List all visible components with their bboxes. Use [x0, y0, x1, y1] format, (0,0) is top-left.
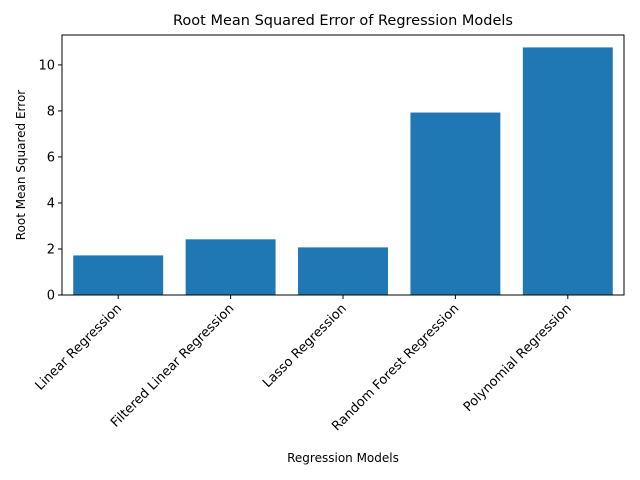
y-tick-label: 6: [47, 150, 55, 165]
x-tick-label: Linear Regression: [33, 301, 125, 393]
chart-title: Root Mean Squared Error of Regression Mo…: [173, 13, 513, 29]
bar-polynomial-regression: [522, 47, 613, 296]
x-tick-label: Random Forest Regression: [329, 301, 462, 434]
y-tick-label: 2: [47, 242, 55, 257]
bar-filtered-linear-regression: [185, 239, 276, 295]
x-axis-title: Regression Models: [287, 451, 399, 465]
y-tick-label: 4: [47, 196, 55, 211]
bar-linear-regression: [73, 255, 164, 295]
x-tick-label: Lasso Regression: [260, 301, 350, 391]
y-axis: 0 2 4 6 8 10: [38, 58, 62, 304]
bar-lasso-regression: [298, 247, 388, 295]
y-tick-label: 10: [38, 58, 55, 73]
x-tick-label: Filtered Linear Regression: [108, 301, 237, 430]
bar-random-forest-regression: [410, 112, 501, 295]
y-axis-title: Root Mean Squared Error: [14, 90, 28, 241]
bars-group: [73, 47, 613, 296]
x-tick-label: Polynomial Regression: [461, 301, 575, 415]
y-tick-label: 0: [47, 289, 55, 304]
y-tick-label: 8: [47, 104, 55, 119]
